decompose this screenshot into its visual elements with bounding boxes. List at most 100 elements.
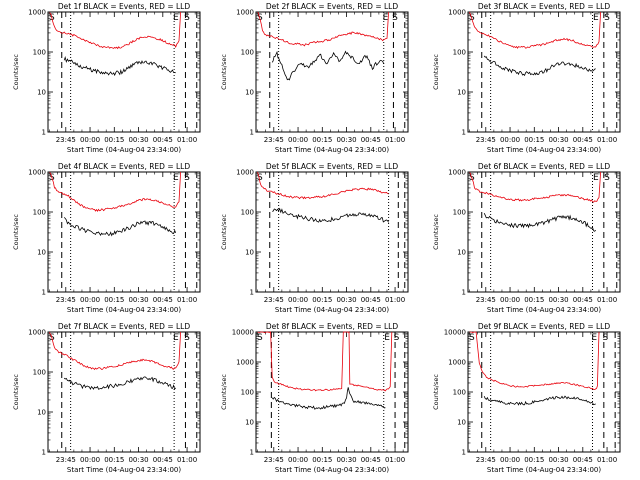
x-tick-label: 23:45 bbox=[476, 136, 496, 144]
x-tick-label: 00:30 bbox=[128, 136, 148, 144]
y-tick-label: 10 bbox=[457, 89, 466, 97]
x-axis-label: Start Time (04-Aug-04 23:34:00) bbox=[275, 306, 389, 314]
start-marker-label: S bbox=[394, 333, 400, 343]
plot-frame bbox=[467, 11, 621, 133]
x-tick-label: 23:45 bbox=[264, 136, 284, 144]
x-tick-label: 00:30 bbox=[548, 456, 568, 464]
panel-title: Det 3f BLACK = Events, RED = LLD bbox=[478, 2, 611, 11]
x-axis-label: Start Time (04-Aug-04 23:34:00) bbox=[67, 466, 181, 474]
x-tick-label: 23:45 bbox=[264, 456, 284, 464]
y-axis-label: Counts/sec bbox=[220, 54, 228, 90]
x-tick-label: 00:45 bbox=[153, 456, 173, 464]
end-marker-label: E bbox=[593, 173, 599, 183]
plot-frame bbox=[47, 331, 201, 453]
y-tick-label: 10000 bbox=[444, 329, 466, 337]
x-tick-label: 23:45 bbox=[56, 456, 76, 464]
events-series-line bbox=[271, 50, 385, 81]
panel-det-5f: Det 5f BLACK = Events, RED = LLD Counts/s… bbox=[220, 162, 409, 314]
y-tick-label: 1 bbox=[250, 289, 254, 297]
x-tick-label: 01:00 bbox=[597, 136, 617, 144]
y-tick-label: 10 bbox=[457, 419, 466, 427]
start-marker-label: S bbox=[257, 173, 263, 183]
y-tick-label: 100 bbox=[453, 389, 466, 397]
y-tick-label: 1000 bbox=[236, 169, 254, 177]
plot-frame bbox=[47, 171, 201, 293]
events-series-line bbox=[483, 395, 596, 406]
x-tick-label: 00:00 bbox=[80, 456, 100, 464]
x-tick-label: 00:45 bbox=[361, 296, 381, 304]
plot-frame bbox=[47, 11, 201, 133]
x-tick-label: 01:00 bbox=[597, 296, 617, 304]
x-tick-label: 23:45 bbox=[56, 136, 76, 144]
panel-title: Det 1f BLACK = Events, RED = LLD bbox=[58, 2, 191, 11]
end-marker-label: E bbox=[593, 13, 599, 23]
panel-title: Det 4f BLACK = Events, RED = LLD bbox=[58, 162, 191, 171]
y-tick-label: 1 bbox=[42, 449, 46, 457]
x-tick-label: 00:30 bbox=[548, 296, 568, 304]
x-tick-label: 00:00 bbox=[500, 296, 520, 304]
panel-title: Det 5f BLACK = Events, RED = LLD bbox=[266, 162, 399, 171]
events-series-line bbox=[271, 387, 386, 410]
events-series-line bbox=[63, 376, 177, 391]
y-tick-label: 10 bbox=[245, 249, 254, 257]
y-tick-label: 1 bbox=[462, 129, 466, 137]
y-axis-label: Counts/sec bbox=[432, 214, 440, 250]
lld-series-line bbox=[257, 171, 389, 200]
y-tick-label: 10 bbox=[37, 409, 46, 417]
y-tick-label: 10 bbox=[245, 419, 254, 427]
x-tick-label: 00:30 bbox=[336, 136, 356, 144]
start-marker-label: S bbox=[604, 13, 610, 23]
x-axis-label: Start Time (04-Aug-04 23:34:00) bbox=[487, 466, 601, 474]
x-tick-label: 00:45 bbox=[153, 296, 173, 304]
plot-frame bbox=[255, 11, 409, 133]
events-series-line bbox=[63, 217, 177, 237]
panel-title: Det 9f BLACK = Events, RED = LLD bbox=[478, 322, 611, 331]
x-tick-label: 00:15 bbox=[524, 456, 544, 464]
y-tick-label: 100 bbox=[33, 49, 46, 57]
start-marker-label: S bbox=[602, 333, 608, 343]
panel-title: Det 2f BLACK = Events, RED = LLD bbox=[266, 2, 399, 11]
x-tick-label: 00:00 bbox=[80, 136, 100, 144]
x-tick-label: 00:30 bbox=[336, 456, 356, 464]
events-series-line bbox=[483, 55, 596, 77]
y-tick-label: 100 bbox=[33, 209, 46, 217]
x-axis-label: Start Time (04-Aug-04 23:34:00) bbox=[67, 306, 181, 314]
events-series-line bbox=[483, 213, 596, 232]
x-tick-label: 23:45 bbox=[476, 296, 496, 304]
y-tick-label: 1 bbox=[250, 449, 254, 457]
x-tick-label: 00:45 bbox=[573, 456, 593, 464]
x-tick-label: 00:15 bbox=[312, 456, 332, 464]
y-tick-label: 10 bbox=[37, 89, 46, 97]
y-tick-label: 10 bbox=[37, 249, 46, 257]
x-axis-label: Start Time (04-Aug-04 23:34:00) bbox=[487, 306, 601, 314]
panel-det-3f: Det 3f BLACK = Events, RED = LLD Counts/s… bbox=[432, 2, 621, 154]
x-tick-label: 00:30 bbox=[548, 136, 568, 144]
end-marker-label: E bbox=[591, 333, 597, 343]
x-tick-label: 01:00 bbox=[177, 296, 197, 304]
x-tick-label: 00:45 bbox=[153, 136, 173, 144]
lld-series-line bbox=[469, 11, 601, 49]
x-tick-label: 00:00 bbox=[288, 456, 308, 464]
panel-det-7f: Det 7f BLACK = Events, RED = LLD Counts/s… bbox=[12, 322, 201, 474]
panel-title: Det 6f BLACK = Events, RED = LLD bbox=[478, 162, 611, 171]
panel-det-9f: Det 9f BLACK = Events, RED = LLD Counts/s… bbox=[432, 322, 621, 474]
end-marker-label: E bbox=[173, 13, 179, 23]
x-tick-label: 00:15 bbox=[524, 136, 544, 144]
events-series-line bbox=[63, 56, 176, 77]
y-tick-label: 100 bbox=[453, 209, 466, 217]
panel-det-8f: Det 8f BLACK = Events, RED = LLD Counts/s… bbox=[220, 322, 409, 474]
x-tick-label: 23:45 bbox=[56, 296, 76, 304]
x-tick-label: 00:00 bbox=[288, 296, 308, 304]
x-tick-label: 01:00 bbox=[177, 136, 197, 144]
y-tick-label: 100 bbox=[241, 389, 254, 397]
y-axis-label: Counts/sec bbox=[220, 374, 228, 410]
lld-series-line bbox=[257, 11, 389, 47]
x-tick-label: 23:45 bbox=[264, 296, 284, 304]
x-tick-label: 00:45 bbox=[361, 456, 381, 464]
y-tick-label: 1000 bbox=[448, 359, 466, 367]
y-tick-label: 1000 bbox=[236, 9, 254, 17]
y-tick-label: 100 bbox=[241, 49, 254, 57]
x-tick-label: 01:00 bbox=[385, 136, 405, 144]
panel-det-2f: Det 2f BLACK = Events, RED = LLD Counts/s… bbox=[220, 2, 409, 154]
panel-title: Det 8f BLACK = Events, RED = LLD bbox=[266, 322, 399, 331]
